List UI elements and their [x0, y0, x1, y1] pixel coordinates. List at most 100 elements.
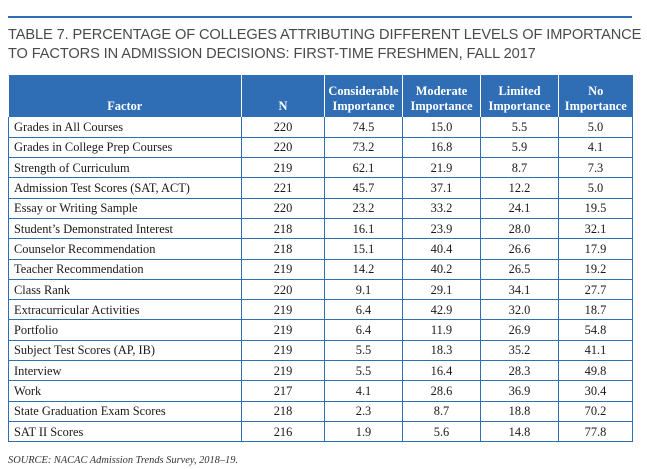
cell-no-importance: 30.4	[558, 380, 633, 402]
cell-n: 219	[241, 157, 325, 179]
cell-factor: Admission Test Scores (SAT, ACT)	[8, 177, 242, 199]
header-moderate-line-1: Moderate	[415, 84, 468, 98]
table-row: Extracurricular Activities 219 6.4 42.9 32.0…	[8, 299, 633, 321]
cell-moderate: 40.4	[402, 238, 481, 260]
cell-factor: State Graduation Exam Scores	[8, 401, 242, 422]
header-no: No Importance	[558, 75, 633, 117]
cell-limited: 28.0	[480, 218, 559, 240]
cell-factor: Counselor Recommendation	[8, 238, 242, 260]
cell-considerable: 45.7	[324, 177, 403, 199]
table-row: Grades in All Courses 220 74.5 15.0 5.5 5.0	[8, 117, 633, 138]
cell-limited: 36.9	[480, 380, 559, 402]
cell-considerable: 6.4	[324, 319, 403, 341]
cell-limited: 26.6	[480, 238, 559, 260]
cell-no-importance: 19.2	[558, 259, 633, 280]
cell-considerable: 62.1	[324, 157, 403, 179]
cell-n: 218	[241, 238, 325, 260]
cell-n: 219	[241, 319, 325, 341]
cell-limited: 32.0	[480, 299, 559, 321]
cell-considerable: 6.4	[324, 299, 403, 321]
header-no-line-1: No	[588, 84, 604, 98]
cell-limited: 26.5	[480, 259, 559, 280]
header-factor: Factor	[8, 75, 242, 117]
cell-moderate: 33.2	[402, 198, 481, 219]
cell-limited: 35.2	[480, 340, 559, 362]
header-moderate: Moderate Importance	[402, 75, 481, 117]
table-row: Grades in College Prep Courses 220 73.2 16.…	[8, 137, 633, 159]
cell-limited: 8.7	[480, 157, 559, 179]
cell-no-importance: 4.1	[558, 137, 633, 159]
table-title-line-2: TO FACTORS IN ADMISSION DECISIONS: FIRST…	[8, 46, 536, 62]
cell-no-importance: 5.0	[558, 117, 633, 138]
table-title: TABLE 7. PERCENTAGE OF COLLEGES ATTRIBUT…	[8, 26, 642, 64]
importance-table: Factor N Considerable Importance Moderate…	[8, 75, 633, 443]
cell-moderate: 8.7	[402, 401, 481, 422]
cell-considerable: 2.3	[324, 401, 403, 422]
header-n-line: N	[278, 99, 288, 113]
cell-n: 219	[241, 299, 325, 321]
header-limited-line-1: Limited	[498, 84, 541, 98]
cell-considerable: 16.1	[324, 218, 403, 240]
header-considerable-line-1: Considerable	[328, 84, 399, 98]
cell-n: 220	[241, 117, 325, 138]
cell-considerable: 4.1	[324, 380, 403, 402]
cell-no-importance: 7.3	[558, 157, 633, 179]
header-moderate-line-2: Importance	[410, 99, 473, 113]
cell-considerable: 9.1	[324, 279, 403, 301]
header-limited-line-2: Importance	[488, 99, 551, 113]
cell-n: 218	[241, 401, 325, 422]
table-row: Counselor Recommendation 218 15.1 40.4 26.6 1…	[8, 238, 633, 260]
cell-factor: Class Rank	[8, 279, 242, 301]
cell-n: 219	[241, 259, 325, 280]
table-row: SAT II Scores 216 1.9 5.6 14.8 77.8	[8, 421, 633, 443]
table-title-line-1: TABLE 7. PERCENTAGE OF COLLEGES ATTRIBUT…	[8, 27, 642, 43]
cell-limited: 28.3	[480, 360, 559, 382]
header-no-line-2: Importance	[564, 99, 627, 113]
cell-considerable: 23.2	[324, 198, 403, 219]
cell-considerable: 5.5	[324, 360, 403, 382]
cell-moderate: 28.6	[402, 380, 481, 402]
cell-factor: SAT II Scores	[8, 421, 242, 443]
cell-considerable: 14.2	[324, 259, 403, 280]
cell-no-importance: 70.2	[558, 401, 633, 422]
cell-considerable: 5.5	[324, 340, 403, 362]
cell-considerable: 1.9	[324, 421, 403, 443]
cell-factor: Essay or Writing Sample	[8, 198, 242, 219]
table-row: State Graduation Exam Scores 218 2.3 8.7 18.…	[8, 401, 633, 422]
source-note: SOURCE: NACAC Admission Trends Survey, 2…	[8, 455, 239, 466]
cell-no-importance: 32.1	[558, 218, 633, 240]
cell-n: 218	[241, 218, 325, 240]
cell-factor: Student’s Demonstrated Interest	[8, 218, 242, 240]
cell-no-importance: 41.1	[558, 340, 633, 362]
cell-n: 221	[241, 177, 325, 199]
cell-considerable: 73.2	[324, 137, 403, 159]
cell-limited: 24.1	[480, 198, 559, 219]
header-n: N	[241, 75, 325, 117]
cell-moderate: 29.1	[402, 279, 481, 301]
cell-n: 216	[241, 421, 325, 443]
table-row: Work 217 4.1 28.6 36.9 30.4	[8, 380, 633, 402]
cell-no-importance: 17.9	[558, 238, 633, 260]
table-row: Essay or Writing Sample 220 23.2 33.2 24.1 19…	[8, 198, 633, 219]
header-considerable: Considerable Importance	[324, 75, 403, 117]
cell-factor: Teacher Recommendation	[8, 259, 242, 280]
cell-no-importance: 27.7	[558, 279, 633, 301]
cell-no-importance: 54.8	[558, 319, 633, 341]
cell-moderate: 18.3	[402, 340, 481, 362]
table-row: Class Rank 220 9.1 29.1 34.1 27.7	[8, 279, 633, 301]
header-factor-line: Factor	[107, 99, 143, 113]
header-considerable-line-2: Importance	[332, 99, 395, 113]
table-header: Factor N Considerable Importance Moderate…	[8, 75, 633, 117]
cell-no-importance: 5.0	[558, 177, 633, 199]
table-body: Grades in All Courses 220 74.5 15.0 5.5 5.0 Gr…	[8, 117, 633, 443]
cell-no-importance: 19.5	[558, 198, 633, 219]
table-row: Subject Test Scores (AP, IB) 219 5.5 18.3 35…	[8, 340, 633, 362]
cell-n: 220	[241, 137, 325, 159]
cell-n: 220	[241, 198, 325, 219]
cell-no-importance: 77.8	[558, 421, 633, 443]
cell-factor: Extracurricular Activities	[8, 299, 242, 321]
cell-moderate: 15.0	[402, 117, 481, 138]
table-row: Admission Test Scores (SAT, ACT) 221 45.7 3…	[8, 177, 633, 199]
cell-factor: Work	[8, 380, 242, 402]
cell-n: 217	[241, 380, 325, 402]
